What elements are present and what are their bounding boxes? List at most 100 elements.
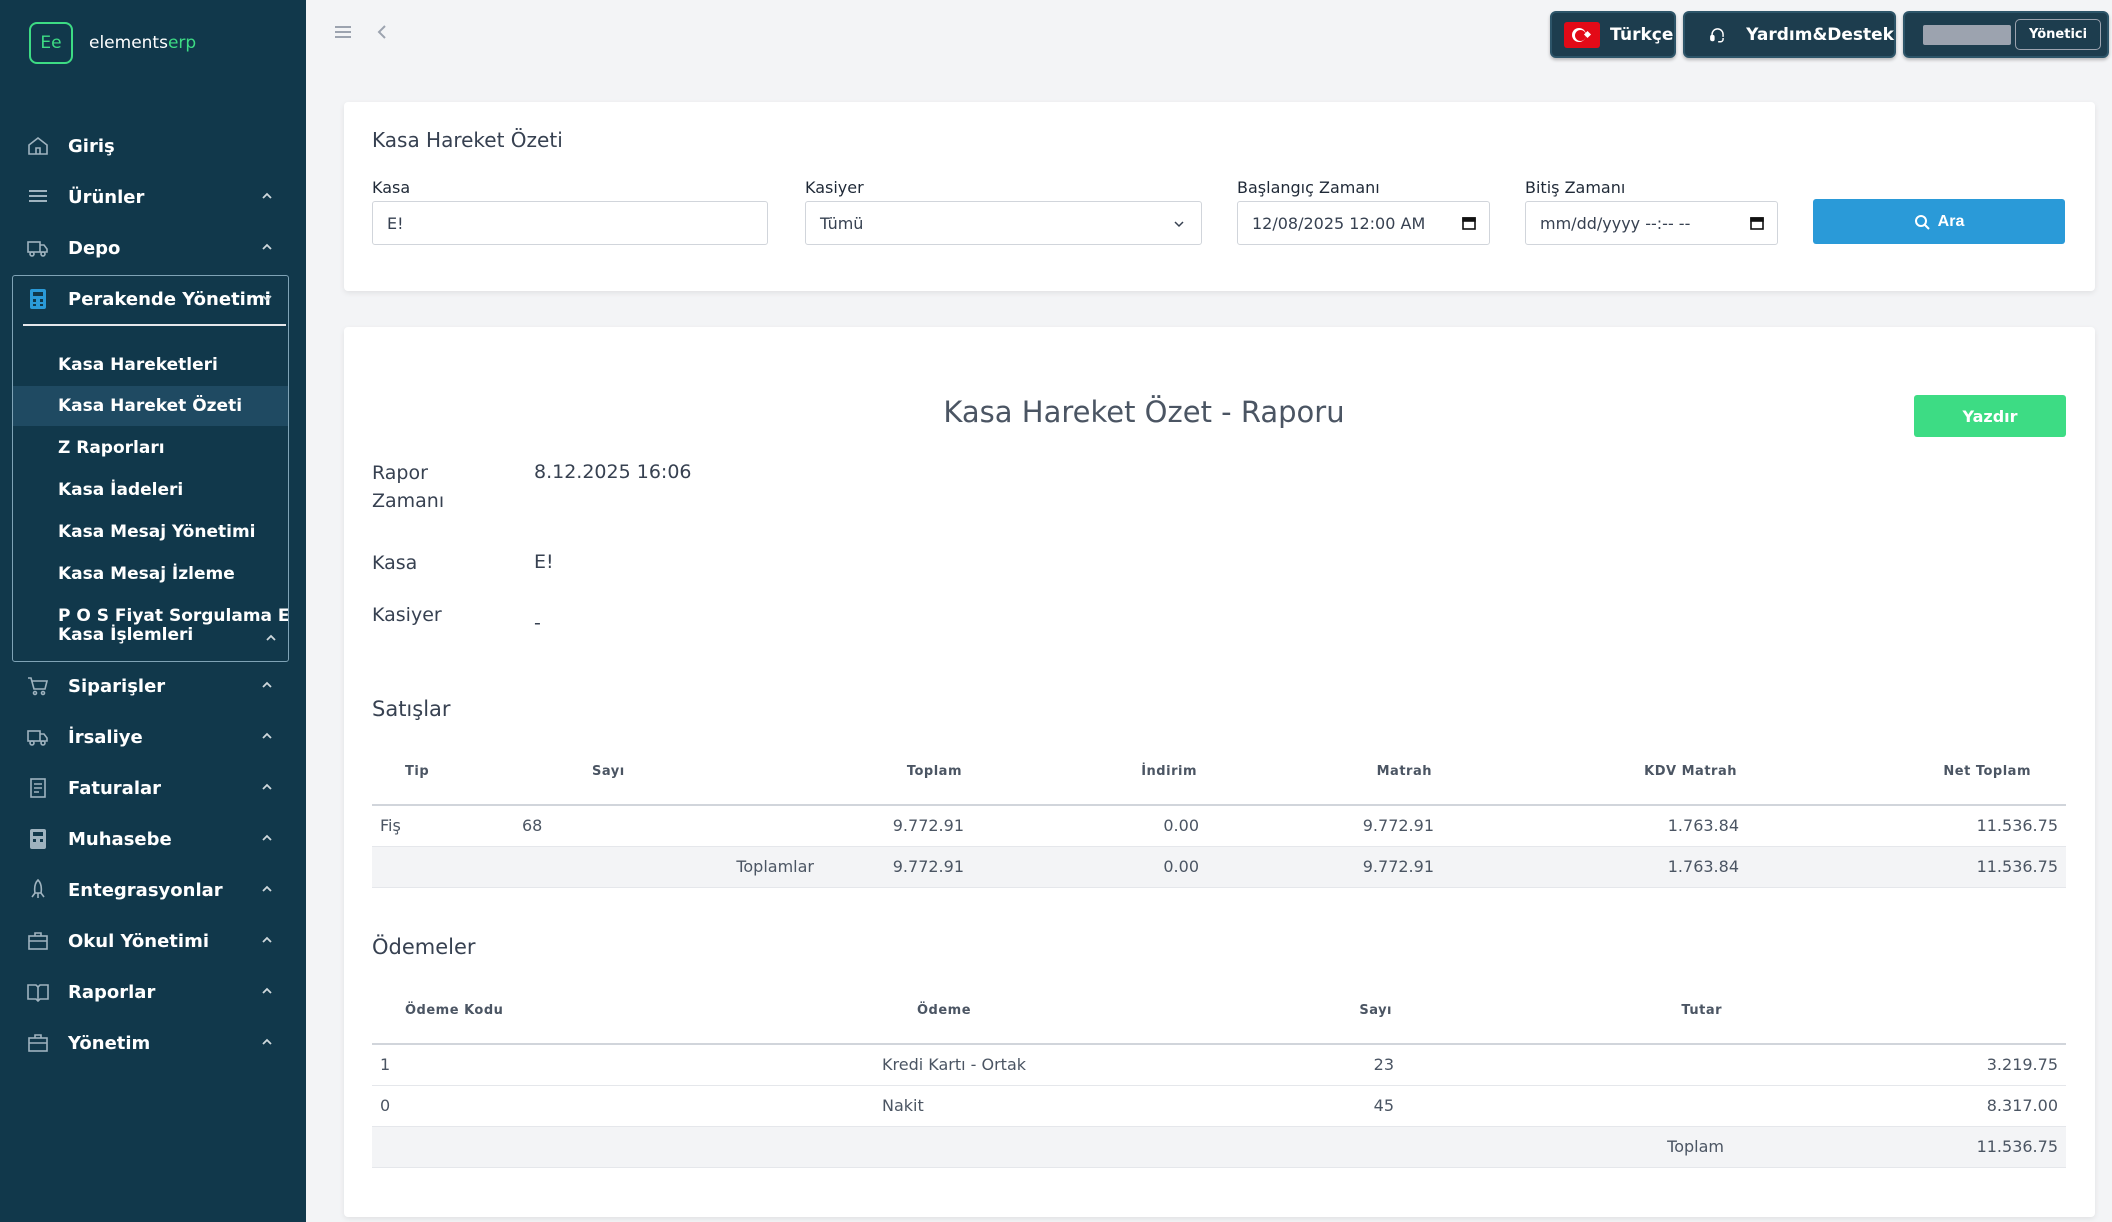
help-button[interactable]: Yardım&Destek [1683, 11, 1896, 58]
search-button[interactable]: Ara [1813, 199, 2065, 244]
subnav-kasa-mesaj-yonetimi[interactable]: Kasa Mesaj Yönetimi [58, 522, 256, 542]
sidebar-item-depo[interactable]: Depo [26, 228, 282, 268]
language-label: Türkçe [1610, 24, 1674, 45]
headset-icon [1710, 27, 1724, 42]
sidebar-item-siparisler[interactable]: Siparişler [26, 666, 282, 706]
chevron-up-icon [262, 732, 272, 739]
col-header: Sayı [522, 739, 822, 806]
table-total-row: Toplam 11.536.75 [372, 1126, 2066, 1168]
chevron-up-icon [262, 936, 272, 943]
brand-name: elementserp [89, 33, 197, 53]
filter-title: Kasa Hareket Özeti [372, 128, 563, 152]
col-header: Toplam [822, 739, 972, 806]
subnav-kasa-hareket-ozeti[interactable]: Kasa Hareket Özeti [13, 386, 288, 426]
report-time-value: 8.12.2025 16:06 [534, 461, 692, 483]
chevron-up-icon [262, 1038, 272, 1045]
table-total-row: Toplamlar 9.772.91 0.00 9.772.91 1.763.8… [372, 846, 2066, 888]
subnav-kasa-islemleri[interactable]: Kasa İşlemleri [58, 625, 194, 645]
brand-logo: Ee [29, 22, 73, 64]
avatar [1923, 24, 2011, 45]
cart-icon [26, 674, 50, 698]
layers-icon [26, 185, 50, 209]
report-card: Kasa Hareket Özet - Raporu Yazdır Rapor … [344, 327, 2095, 1217]
subnav-kasa-mesaj-izleme[interactable]: Kasa Mesaj İzleme [58, 564, 235, 584]
sidebar: Ee elementserp Giriş Ürünler Depo Kasa H… [0, 0, 306, 1222]
sidebar-item-perakende[interactable]: Perakende Yönetimi [26, 279, 282, 319]
print-button[interactable]: Yazdır [1914, 395, 2066, 437]
rocket-icon [26, 878, 50, 902]
help-label: Yardım&Destek [1746, 24, 1894, 45]
col-header: Tutar [1402, 978, 1732, 1045]
col-header: İndirim [972, 739, 1207, 806]
truck-icon [26, 725, 50, 749]
chevron-up-icon [266, 634, 276, 641]
subnav-kasa-hareketleri[interactable]: Kasa Hareketleri [58, 355, 218, 375]
table-header-row: Tip Sayı Toplam İndirim Matrah KDV Matra… [372, 739, 2066, 806]
chevron-down-icon [1174, 221, 1184, 228]
sales-table: Tip Sayı Toplam İndirim Matrah KDV Matra… [372, 739, 2066, 888]
chevron-up-icon [262, 987, 272, 994]
report-title: Kasa Hareket Özet - Raporu [943, 395, 1345, 429]
user-menu-button[interactable]: Yönetici [1903, 11, 2109, 58]
kasa-input[interactable]: E! [372, 201, 768, 245]
topbar-controls [333, 22, 389, 42]
calendar-icon[interactable] [1749, 215, 1765, 231]
sidebar-item-faturalar[interactable]: Faturalar [26, 768, 282, 808]
report-kasa-label: Kasa [372, 552, 418, 574]
start-time-input[interactable]: 12/08/2025 12:00 AM [1237, 201, 1490, 245]
subnav-pos-fiyat-sorgulama[interactable]: P O S Fiyat Sorgulama Ekrı [58, 606, 288, 626]
chevron-up-icon [262, 192, 272, 199]
table-header-row: Ödeme Kodu Ödeme Sayı Tutar [372, 978, 2066, 1045]
chevron-up-icon [262, 243, 272, 250]
search-icon [1914, 214, 1930, 230]
kasiyer-select[interactable]: Tümü [805, 201, 1202, 245]
col-header: Matrah [1207, 739, 1442, 806]
sidebar-item-irsaliye[interactable]: İrsaliye [26, 717, 282, 757]
sidebar-item-okul-yonetimi[interactable]: Okul Yönetimi [26, 921, 282, 961]
brand[interactable]: Ee elementserp [29, 22, 196, 64]
briefcase-icon [26, 1031, 50, 1055]
sales-section-title: Satışlar [372, 697, 451, 721]
table-row: 0 Nakit 45 8.317.00 [372, 1085, 2066, 1127]
sidebar-item-urunler[interactable]: Ürünler [26, 177, 282, 217]
book-icon [26, 980, 50, 1004]
payments-table: Ödeme Kodu Ödeme Sayı Tutar 1 Kredi Kart… [372, 978, 2066, 1168]
chevron-up-icon [262, 783, 272, 790]
role-badge: Yönetici [2015, 19, 2102, 50]
sidebar-item-yonetim[interactable]: Yönetim [26, 1023, 282, 1063]
menu-icon[interactable] [333, 22, 353, 42]
report-kasiyer-value: - [534, 612, 541, 634]
retail-group: Kasa Hareketleri Kasa Hareket Özeti Z Ra… [12, 275, 289, 662]
kasiyer-label: Kasiyer [805, 178, 864, 197]
col-header: Sayı [1282, 978, 1402, 1045]
calculator-icon [26, 287, 50, 311]
col-header: Tip [372, 739, 522, 806]
chevron-up-icon [262, 681, 272, 688]
sidebar-item-raporlar[interactable]: Raporlar [26, 972, 282, 1012]
kasa-label: Kasa [372, 178, 411, 197]
start-time-label: Başlangıç Zamanı [1237, 178, 1380, 197]
table-row: Fiş 68 9.772.91 0.00 9.772.91 1.763.84 1… [372, 805, 2066, 847]
col-header: Net Toplam [1747, 739, 2066, 806]
language-button[interactable]: Türkçe [1550, 11, 1676, 58]
sidebar-item-muhasebe[interactable]: Muhasebe [26, 819, 282, 859]
subnav-z-raporlari[interactable]: Z Raporları [58, 438, 165, 458]
end-time-label: Bitiş Zamanı [1525, 178, 1626, 197]
home-icon [26, 134, 50, 158]
back-arrow-icon[interactable] [375, 22, 389, 42]
chevron-up-icon [262, 885, 272, 892]
document-icon [26, 776, 50, 800]
calculator-icon [26, 827, 50, 851]
report-kasa-value: E! [534, 551, 554, 573]
payments-section-title: Ödemeler [372, 935, 476, 959]
calendar-icon[interactable] [1461, 215, 1477, 231]
end-time-input[interactable]: mm/dd/yyyy --:-- -- [1525, 201, 1778, 245]
report-kasiyer-label: Kasiyer [372, 604, 442, 626]
sidebar-item-giris[interactable]: Giriş [26, 126, 282, 166]
filter-card: Kasa Hareket Özeti Kasa E! Kasiyer Tümü … [344, 102, 2095, 291]
col-header: KDV Matrah [1442, 739, 1747, 806]
subnav-kasa-iadeleri[interactable]: Kasa İadeleri [58, 480, 184, 500]
report-time-label: Rapor Zamanı [372, 462, 445, 512]
col-header: Ödeme Kodu [372, 978, 682, 1045]
sidebar-item-entegrasyonlar[interactable]: Entegrasyonlar [26, 870, 282, 910]
